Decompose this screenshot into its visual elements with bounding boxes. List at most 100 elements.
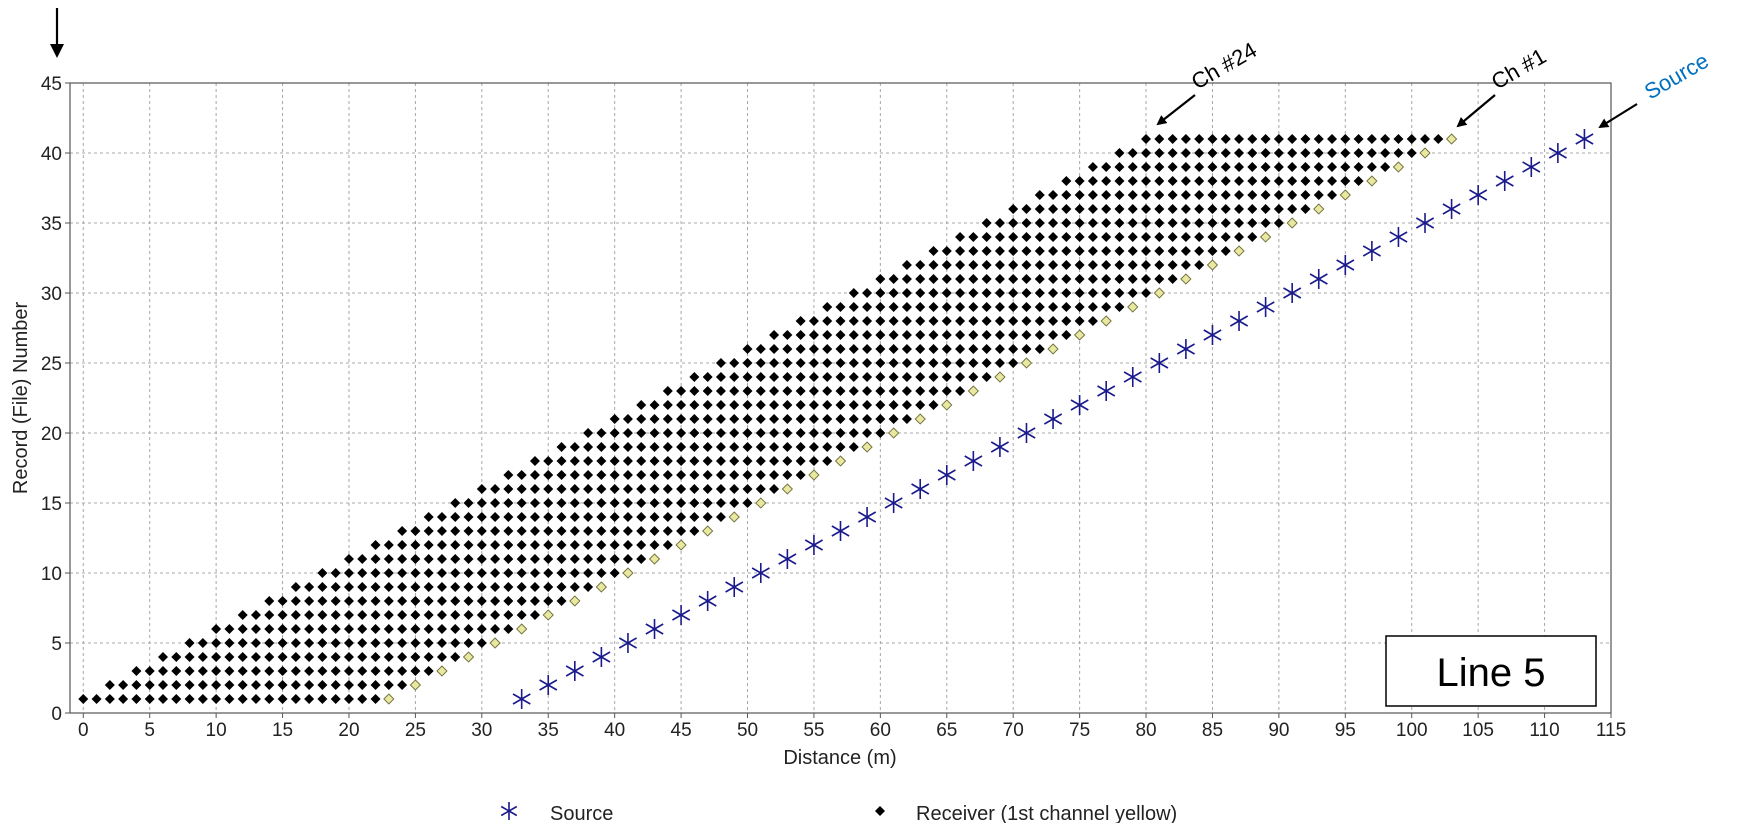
receiver-point [556, 484, 567, 494]
receiver-point [1008, 316, 1019, 326]
receiver-point [955, 274, 966, 284]
receiver-point [224, 638, 235, 648]
receiver-point [662, 428, 673, 438]
receiver-point [503, 484, 514, 494]
receiver-point [1114, 204, 1125, 214]
receiver-point [264, 680, 275, 690]
receiver-point [463, 568, 474, 578]
receiver-point [928, 372, 939, 382]
receiver-point [410, 652, 421, 662]
receiver-point [702, 512, 713, 522]
receiver-point [862, 330, 873, 340]
receiver-point [729, 442, 740, 452]
receiver-point [729, 456, 740, 466]
receiver-point [1127, 260, 1138, 270]
receiver-point [1048, 302, 1059, 312]
receiver-point [1048, 288, 1059, 298]
receiver-point [1034, 232, 1045, 242]
receiver-point [1313, 148, 1324, 158]
receiver-point [689, 372, 700, 382]
receiver-point [1114, 148, 1125, 158]
receiver-point [769, 428, 780, 438]
receiver-point [769, 484, 780, 494]
receiver-point [1247, 148, 1258, 158]
receiver-point [1247, 190, 1258, 200]
receiver-point [543, 582, 554, 592]
receiver-point [529, 484, 540, 494]
receiver-point [1167, 134, 1178, 144]
receiver-point [516, 540, 527, 550]
receiver-point [503, 596, 514, 606]
receiver-point [676, 470, 687, 480]
receiver-point [1087, 260, 1098, 270]
source-point [698, 591, 717, 611]
receiver-point [197, 694, 208, 704]
source-point [964, 451, 983, 471]
receiver-point [423, 666, 434, 676]
receiver-point [1167, 204, 1178, 214]
receiver-point [1247, 162, 1258, 172]
receiver-point [835, 302, 846, 312]
receiver-point [343, 680, 354, 690]
receiver-point [1048, 274, 1059, 284]
receiver-point [742, 470, 753, 480]
receiver-point [290, 610, 301, 620]
receiver-point [1008, 302, 1019, 312]
receiver-point [569, 484, 580, 494]
receiver-point [1154, 260, 1165, 270]
receiver-ch1-point [728, 511, 740, 523]
receiver-point [1180, 232, 1191, 242]
receiver-ch1-point [1419, 147, 1431, 159]
receiver-point [715, 498, 726, 508]
x-tick-label: 110 [1529, 720, 1559, 741]
receiver-point [901, 302, 912, 312]
receiver-point [410, 596, 421, 606]
source-point [1203, 325, 1222, 345]
receiver-point [955, 358, 966, 368]
receiver-point [968, 330, 979, 340]
receiver-point [1393, 134, 1404, 144]
receiver-point [795, 344, 806, 354]
receiver-point [1207, 246, 1218, 256]
receiver-point [1008, 344, 1019, 354]
receiver-point [941, 274, 952, 284]
receiver-point [1061, 302, 1072, 312]
receiver-point [383, 540, 394, 550]
receiver-point [662, 512, 673, 522]
receiver-point [290, 624, 301, 634]
receiver-point [304, 624, 315, 634]
receiver-point [941, 386, 952, 396]
receiver-point [755, 414, 766, 424]
receiver-ch1-point [1233, 245, 1245, 257]
receiver-point [1300, 176, 1311, 186]
receiver-point [994, 260, 1005, 270]
receiver-point [622, 456, 633, 466]
source-point [1495, 171, 1514, 191]
receiver-point [290, 652, 301, 662]
receiver-point [915, 274, 926, 284]
receiver-point [795, 372, 806, 382]
receiver-point [835, 358, 846, 368]
receiver-point [848, 400, 859, 410]
receiver-point [888, 288, 899, 298]
receiver-point [1061, 288, 1072, 298]
receiver-point [1260, 162, 1271, 172]
receiver-point [729, 358, 740, 368]
y-tick-label: 15 [41, 494, 62, 515]
receiver-point [370, 624, 381, 634]
source-point [1283, 283, 1302, 303]
receiver-point [1207, 204, 1218, 214]
receiver-point [769, 344, 780, 354]
receiver-point [516, 484, 527, 494]
receiver-point [702, 456, 713, 466]
receiver-point [835, 442, 846, 452]
y-tick-label: 10 [41, 564, 62, 585]
receiver-point [556, 582, 567, 592]
line-label-box: Line 5 [1385, 635, 1597, 707]
receiver-point [1207, 134, 1218, 144]
receiver-point [1220, 204, 1231, 214]
receiver-ch1-point [569, 595, 581, 607]
receiver-point [1247, 134, 1258, 144]
receiver-point [569, 582, 580, 592]
receiver-ch1-point [1153, 287, 1165, 299]
